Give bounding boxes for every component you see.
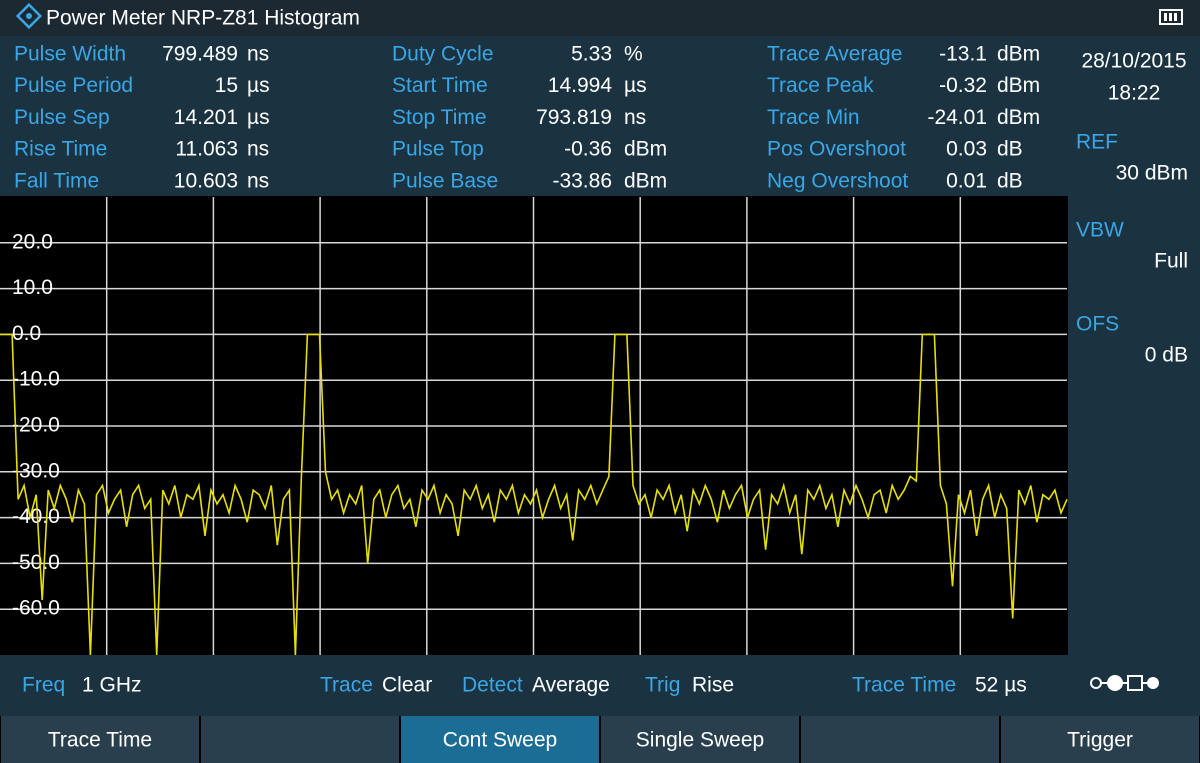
measurement-label: Start Time — [392, 74, 488, 97]
measurement-value: 0.01 — [946, 169, 987, 192]
measurement-unit: dBm — [624, 138, 667, 161]
y-tick-label: -40.0 — [12, 505, 60, 528]
side-panel — [1068, 36, 1200, 655]
measurement-label: Pulse Period — [14, 74, 133, 97]
measurement-value: -0.36 — [564, 138, 612, 161]
app-title: Power Meter NRP-Z81 Histogram — [46, 7, 360, 30]
date: 28/10/2015 — [1081, 50, 1186, 73]
measurement-label: Stop Time — [392, 106, 487, 129]
measurement-unit: % — [624, 43, 643, 66]
softkey[interactable] — [601, 716, 799, 763]
status-value: Clear — [382, 674, 432, 697]
measurement-value: -24.01 — [927, 106, 987, 129]
measurement-value: -13.1 — [939, 43, 987, 66]
softkey[interactable] — [401, 716, 599, 763]
measurement-value: -0.32 — [939, 74, 987, 97]
softkey[interactable] — [1, 716, 199, 763]
measurement-value: 11.063 — [175, 138, 238, 161]
measurement-value: -33.86 — [552, 169, 612, 192]
softkey-label[interactable]: Trace Time — [48, 729, 152, 752]
y-tick-label: 10.0 — [12, 276, 53, 299]
battery-icon — [1159, 9, 1183, 25]
status-label: Trace — [320, 674, 373, 697]
measurement-unit: µs — [247, 106, 270, 129]
time: 18:22 — [1108, 82, 1161, 105]
measurement-value: 15 — [215, 74, 238, 97]
connector-icon — [1090, 675, 1159, 691]
y-tick-label: 20.0 — [12, 230, 53, 253]
ofs-label: OFS — [1076, 313, 1119, 336]
status-label: Freq — [22, 674, 65, 697]
measurement-label: Rise Time — [14, 138, 107, 161]
measurement-value: 14.994 — [548, 74, 613, 97]
measurement-label: Trace Min — [767, 106, 860, 129]
y-tick-label: -20.0 — [12, 414, 60, 437]
measurement-unit: dB — [997, 169, 1023, 192]
measurement-value: 14.201 — [174, 106, 238, 129]
softkey[interactable] — [1001, 716, 1199, 763]
status-value: 52 µs — [975, 674, 1027, 697]
measurement-unit: ns — [247, 43, 269, 66]
measurement-value: 799.489 — [162, 43, 238, 66]
status-label: Detect — [462, 674, 523, 697]
measurement-label: Pulse Top — [392, 138, 484, 161]
status-value: Average — [532, 674, 610, 697]
measurement-value: 10.603 — [174, 169, 238, 192]
measurement-unit: ns — [247, 138, 269, 161]
measurement-unit: dBm — [624, 169, 667, 192]
connector-panel — [1068, 655, 1200, 716]
measurement-unit: dBm — [997, 106, 1040, 129]
measurement-unit: µs — [624, 74, 647, 97]
status-value: 1 GHz — [82, 674, 142, 697]
logo — [15, 2, 43, 30]
measurement-value: 5.33 — [571, 43, 612, 66]
ofs-value: 0 dB — [1145, 344, 1188, 367]
status-value: Rise — [692, 674, 734, 697]
ref-label: REF — [1076, 131, 1118, 154]
softkey[interactable] — [201, 716, 399, 763]
measurement-label: Fall Time — [14, 169, 99, 192]
measurement-label: Pos Overshoot — [767, 138, 906, 161]
vbw-label: VBW — [1076, 219, 1124, 242]
ref-value: 30 dBm — [1116, 162, 1188, 185]
measurement-value: 0.03 — [946, 138, 987, 161]
measurement-label: Trace Average — [767, 43, 902, 66]
measurement-unit: µs — [247, 74, 270, 97]
y-tick-label: 0.0 — [12, 322, 41, 345]
softkey[interactable] — [801, 716, 999, 763]
y-tick-label: -10.0 — [12, 368, 60, 391]
y-tick-label: -50.0 — [12, 551, 60, 574]
softkey-label[interactable]: Single Sweep — [636, 729, 764, 752]
vbw-value: Full — [1154, 250, 1188, 273]
measurement-unit: ns — [247, 169, 269, 192]
measurement-label: Duty Cycle — [392, 43, 494, 66]
measurement-unit: dBm — [997, 43, 1040, 66]
status-label: Trace Time — [852, 674, 956, 697]
measurement-unit: dBm — [997, 74, 1040, 97]
status-label: Trig — [645, 674, 680, 697]
softkey-label[interactable]: Cont Sweep — [443, 729, 557, 752]
measurement-value: 793.819 — [536, 106, 612, 129]
measurement-label: Trace Peak — [767, 74, 874, 97]
measurement-unit: dB — [997, 138, 1023, 161]
measurement-label: Pulse Base — [392, 169, 498, 192]
measurement-label: Neg Overshoot — [767, 169, 908, 192]
measurement-label: Pulse Sep — [14, 106, 110, 129]
measurement-unit: ns — [624, 106, 646, 129]
softkey-label[interactable]: Trigger — [1067, 729, 1133, 752]
header-bar — [0, 0, 1200, 36]
measurement-panel — [0, 36, 1068, 196]
measurement-label: Pulse Width — [14, 43, 126, 66]
y-tick-label: -60.0 — [12, 597, 60, 620]
status-bar — [0, 655, 1068, 716]
side-panel-text: 28/10/2015 18:22 REF 30 dBm VBW Full OFS… — [1076, 50, 1188, 367]
trace — [0, 333, 1068, 656]
y-tick-label: -30.0 — [12, 459, 60, 482]
